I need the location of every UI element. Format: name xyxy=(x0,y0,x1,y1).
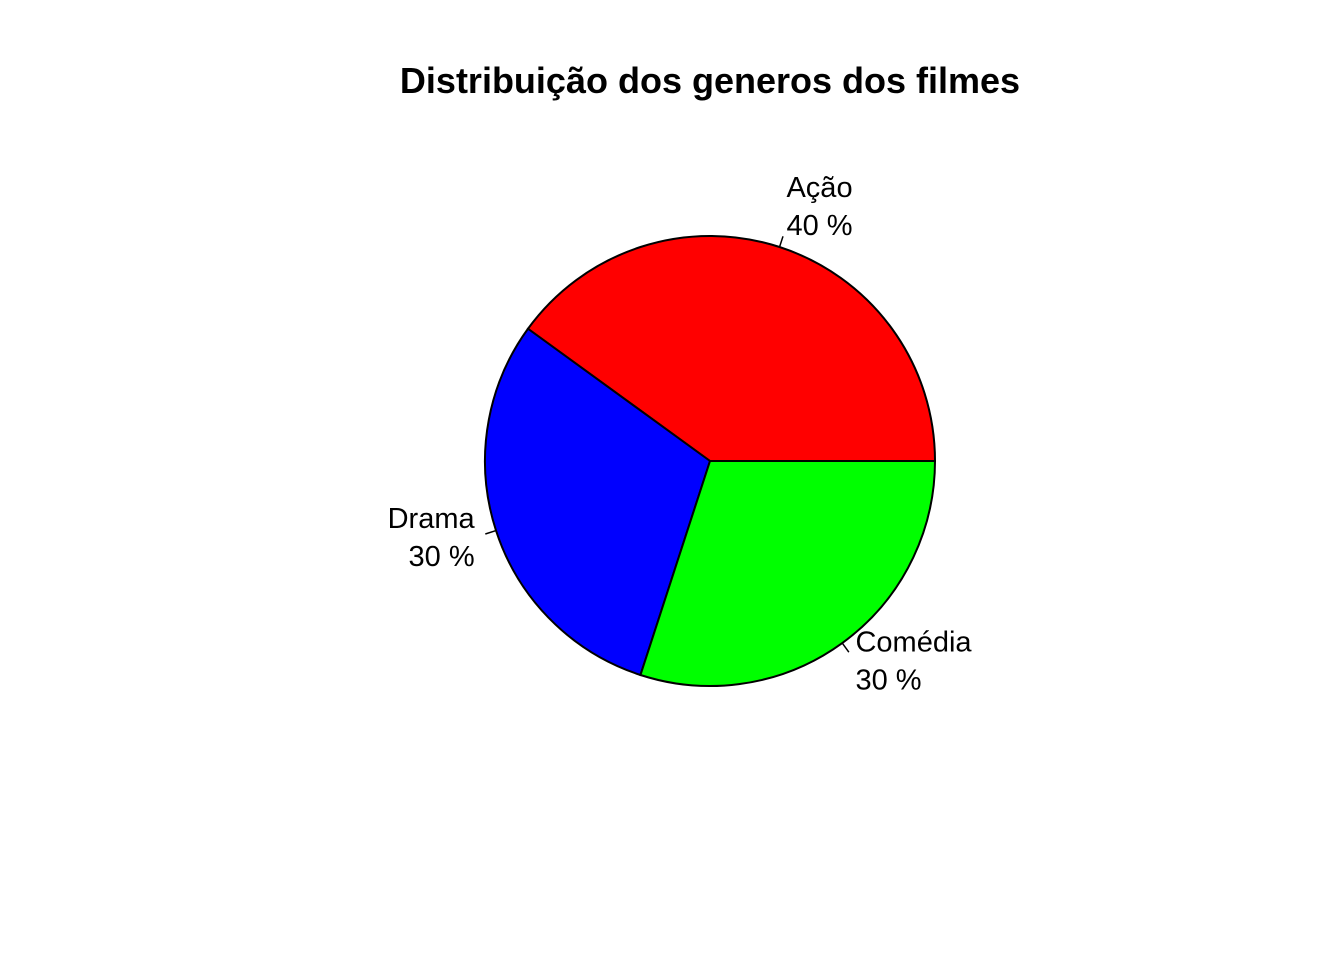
pie-label-percent: 30 % xyxy=(855,665,921,697)
pie-label-category: Drama xyxy=(388,503,476,535)
pie-label-2: Comédia 30 % xyxy=(855,627,972,697)
pie-label-0: Ação 40 % xyxy=(786,172,852,242)
pie-slices xyxy=(484,235,937,687)
pie-label-category: Comédia xyxy=(855,627,972,659)
pie-leader-1 xyxy=(485,529,497,535)
chart-title: Distribuição dos generos dos filmes xyxy=(400,60,1020,101)
pie-label-category: Ação xyxy=(786,172,852,204)
pie-label-percent: 40 % xyxy=(786,210,852,242)
pie-leader-2 xyxy=(841,642,850,653)
pie-labels: Ação 40 % Drama 30 % Comédia 30 % xyxy=(388,172,973,697)
pie-label-1: Drama 30 % xyxy=(388,503,476,573)
pie-label-percent: 30 % xyxy=(409,541,475,573)
pie-leader-0 xyxy=(778,236,784,248)
